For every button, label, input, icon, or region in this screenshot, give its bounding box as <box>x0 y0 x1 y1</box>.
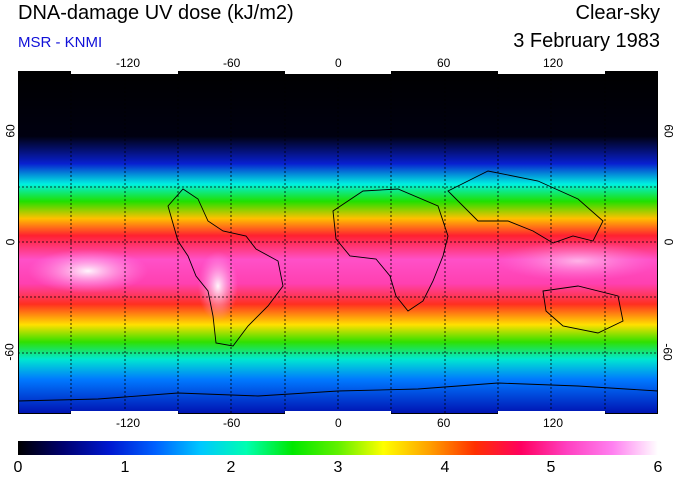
lon-tick-top: 120 <box>543 56 564 70</box>
colorbar-label: 5 <box>546 459 556 476</box>
lat-tick-right: -60 <box>660 343 675 361</box>
lon-tick-bottom: 60 <box>437 416 451 430</box>
lon-tick-top: 60 <box>437 56 451 70</box>
lon-tick-bottom: 120 <box>543 416 564 430</box>
map-frame <box>18 71 658 414</box>
uv-hotspot-pacific <box>28 249 148 293</box>
colorbar-label: 2 <box>226 459 236 476</box>
lat-tick-right: 0 <box>661 238 676 246</box>
asia-coast <box>447 170 604 244</box>
colorbar-label: 0 <box>13 459 23 476</box>
uv-hotspot-indian <box>498 241 658 281</box>
lon-tick-bottom: 0 <box>335 416 342 430</box>
uv-dose-world-map <box>18 71 658 414</box>
lon-tick-top: 0 <box>335 56 342 70</box>
map-date: 3 February 1983 <box>513 30 660 52</box>
colorbar <box>18 441 658 455</box>
lon-tick-top: -60 <box>223 56 241 70</box>
americas-coast <box>167 188 284 347</box>
lat-tick-left: 60 <box>3 124 18 138</box>
sky-condition: Clear-sky <box>575 2 660 24</box>
colorbar-label: 4 <box>440 459 450 476</box>
lon-tick-bottom: -120 <box>116 416 141 430</box>
colorbar-label: 3 <box>333 459 343 476</box>
africa-eurasia-coast <box>332 188 449 312</box>
uv-hotspot-andes <box>198 251 238 321</box>
lon-tick-bottom: -60 <box>223 416 241 430</box>
lat-tick-right: 60 <box>661 124 676 138</box>
colorbar-label: 6 <box>653 459 663 476</box>
lat-tick-left: -60 <box>2 343 17 361</box>
colorbar-label: 1 <box>120 459 130 476</box>
map-title: DNA-damage UV dose (kJ/m2) <box>18 2 294 24</box>
lat-tick-left: 0 <box>3 238 18 246</box>
australia-coast <box>542 285 624 334</box>
lon-tick-top: -120 <box>116 56 141 70</box>
map-subtitle: MSR - KNMI <box>18 34 103 51</box>
graticule <box>18 71 658 414</box>
